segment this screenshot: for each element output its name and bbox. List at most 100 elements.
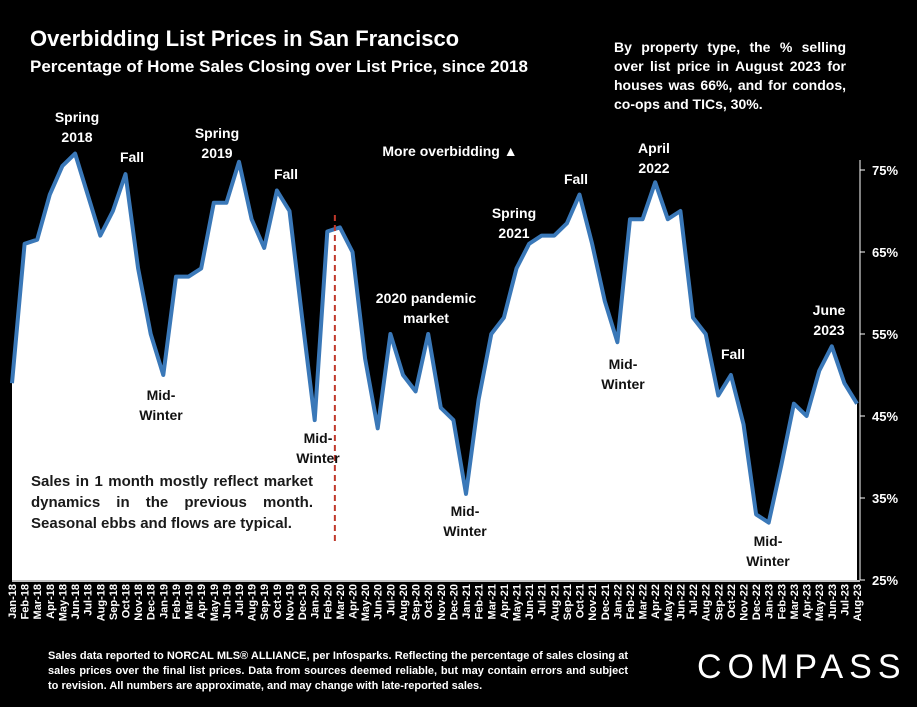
annotation-Jan-23-line0: Mid- — [754, 533, 783, 549]
annotation-Apr-22-line1: 2022 — [638, 160, 669, 176]
pandemic-label: Pandemic hits ▲ — [236, 556, 341, 571]
x-tick-label: Jul-21 — [537, 584, 549, 616]
y-tick-label: 45% — [872, 409, 898, 424]
x-tick-label: Apr-22 — [650, 584, 662, 619]
x-tick-label: Jan-21 — [461, 584, 473, 619]
x-tick-label: Dec-19 — [297, 584, 309, 620]
source-footnote: Sales data reported to NORCAL MLS® ALLIA… — [48, 650, 628, 692]
x-tick-label: Apr-21 — [499, 584, 511, 619]
annotation-Jul-21-line1: 2021 — [498, 225, 529, 241]
annotation-Jan-23-line1: Winter — [746, 553, 790, 569]
x-tick-label: Mar-20 — [335, 584, 347, 619]
x-tick-label: Jun-23 — [827, 584, 839, 619]
annotation-Jan-22-line0: Mid- — [609, 356, 638, 372]
annotation-Oct-18-line0: Fall — [120, 149, 144, 165]
x-tick-label: Oct-19 — [272, 584, 284, 618]
property-type-note: By property type, the % selling over lis… — [614, 39, 846, 112]
annotation-Jan-21-line1: Winter — [443, 523, 487, 539]
annotation-Oct-20-line1: market — [403, 310, 449, 326]
x-tick-label: Dec-18 — [146, 584, 158, 620]
y-tick-label: 65% — [872, 245, 898, 260]
x-tick-label: Jul-19 — [234, 584, 246, 616]
x-tick-label: May-18 — [57, 584, 69, 621]
compass-logo: COMPASS — [697, 648, 907, 686]
annotation-Jun-18-line1: 2018 — [61, 129, 92, 145]
x-tick-label: May-22 — [663, 584, 675, 621]
x-tick-label: Nov-22 — [738, 584, 750, 621]
x-tick-label: May-19 — [209, 584, 221, 621]
x-tick-label: Aug-21 — [549, 584, 561, 621]
x-tick-label: Jan-23 — [764, 584, 776, 619]
x-tick-label: Sep-21 — [562, 584, 574, 620]
annotation-Jun-23-line0: June — [813, 302, 846, 318]
annotation-Jun-23-line1: 2023 — [813, 322, 844, 338]
x-tick-label: Nov-19 — [284, 584, 296, 621]
x-tick-label: Oct-22 — [726, 584, 738, 618]
x-tick-label: Jul-22 — [688, 584, 700, 616]
x-tick-label: Dec-20 — [448, 584, 460, 620]
x-tick-label: Sep-19 — [259, 584, 271, 620]
x-tick-label: Jul-18 — [83, 584, 95, 616]
annotation-Oct-19-line0: Fall — [274, 166, 298, 182]
x-tick-label: May-23 — [814, 584, 826, 621]
x-tick-label: Jun-21 — [524, 584, 536, 619]
y-tick-label: 75% — [872, 163, 898, 178]
x-tick-label: Jul-23 — [839, 584, 851, 616]
annotation-Jan-22-line1: Winter — [601, 376, 645, 392]
x-tick-label: Jan-22 — [612, 584, 624, 619]
annotation-Jun-18-line0: Spring — [55, 109, 99, 125]
x-tick-label: Apr-19 — [196, 584, 208, 619]
series-line — [10, 151, 859, 525]
x-tick-label: Jan-20 — [310, 584, 322, 619]
x-tick-label: Feb-23 — [776, 584, 788, 619]
annotation-Jan-19-line0: Mid- — [147, 387, 176, 403]
x-tick-label: Feb-21 — [474, 584, 486, 619]
annotation-Oct-21-line0: Fall — [564, 171, 588, 187]
x-tick-label: Mar-18 — [32, 584, 44, 619]
x-tick-label: Mar-21 — [486, 584, 498, 619]
x-tick-label: Feb-19 — [171, 584, 183, 619]
seasonal-note: Sales in 1 month mostly reflect market d… — [31, 473, 313, 532]
x-tick-label: Oct-18 — [121, 584, 133, 618]
x-tick-label: Jun-18 — [70, 584, 82, 619]
chart-subtitle: Percentage of Home Sales Closing over Li… — [30, 57, 528, 76]
x-tick-label: Oct-20 — [423, 584, 435, 618]
x-tick-label: Mar-19 — [184, 584, 196, 619]
y-tick-label: 35% — [872, 491, 898, 506]
annotation-Jul-19-line0: Spring — [195, 125, 239, 141]
x-tick-label: Feb-22 — [625, 584, 637, 619]
x-tick-label: May-20 — [360, 584, 372, 621]
area-fill — [12, 153, 857, 580]
x-tick-label: Sep-18 — [108, 584, 120, 620]
x-tick-label: Apr-20 — [348, 584, 360, 619]
chart-title: Overbidding List Prices in San Francisco — [30, 26, 460, 51]
x-tick-label: Sep-20 — [411, 584, 423, 620]
annotation-Jul-21-line0: Spring — [492, 205, 536, 221]
annotation-Jan-20-line0: Mid- — [304, 430, 333, 446]
x-tick-label: Oct-21 — [575, 584, 587, 618]
annotation-Apr-22-line0: April — [638, 140, 670, 156]
x-tick-label: Jan-18 — [7, 584, 19, 619]
x-tick-label: Apr-23 — [802, 584, 814, 619]
x-tick-label: Mar-23 — [789, 584, 801, 619]
x-tick-label: Jul-20 — [385, 584, 397, 616]
x-tick-label: Dec-22 — [751, 584, 763, 620]
x-tick-label: Aug-19 — [247, 584, 259, 621]
x-tick-label: Aug-22 — [701, 584, 713, 621]
x-tick-label: Sep-22 — [713, 584, 725, 620]
x-tick-label: Jun-19 — [221, 584, 233, 619]
x-tick-label: Dec-21 — [600, 584, 612, 620]
x-tick-label: Nov-20 — [436, 584, 448, 621]
y-tick-label: 25% — [872, 573, 898, 588]
more-overbidding-label: More overbidding ▲ — [382, 143, 517, 159]
x-tick-label: Apr-18 — [45, 584, 57, 619]
annotation-Jan-19-line1: Winter — [139, 407, 183, 423]
x-tick-label: Jun-20 — [373, 584, 385, 619]
x-tick-label: Aug-20 — [398, 584, 410, 621]
annotation-Jan-20-line1: Winter — [296, 450, 340, 466]
annotation-Jul-19-line1: 2019 — [201, 145, 232, 161]
annotation-Oct-20-line0: 2020 pandemic — [376, 290, 477, 306]
annotation-Oct-22-line0: Fall — [721, 346, 745, 362]
x-tick-label: Nov-18 — [133, 584, 145, 621]
